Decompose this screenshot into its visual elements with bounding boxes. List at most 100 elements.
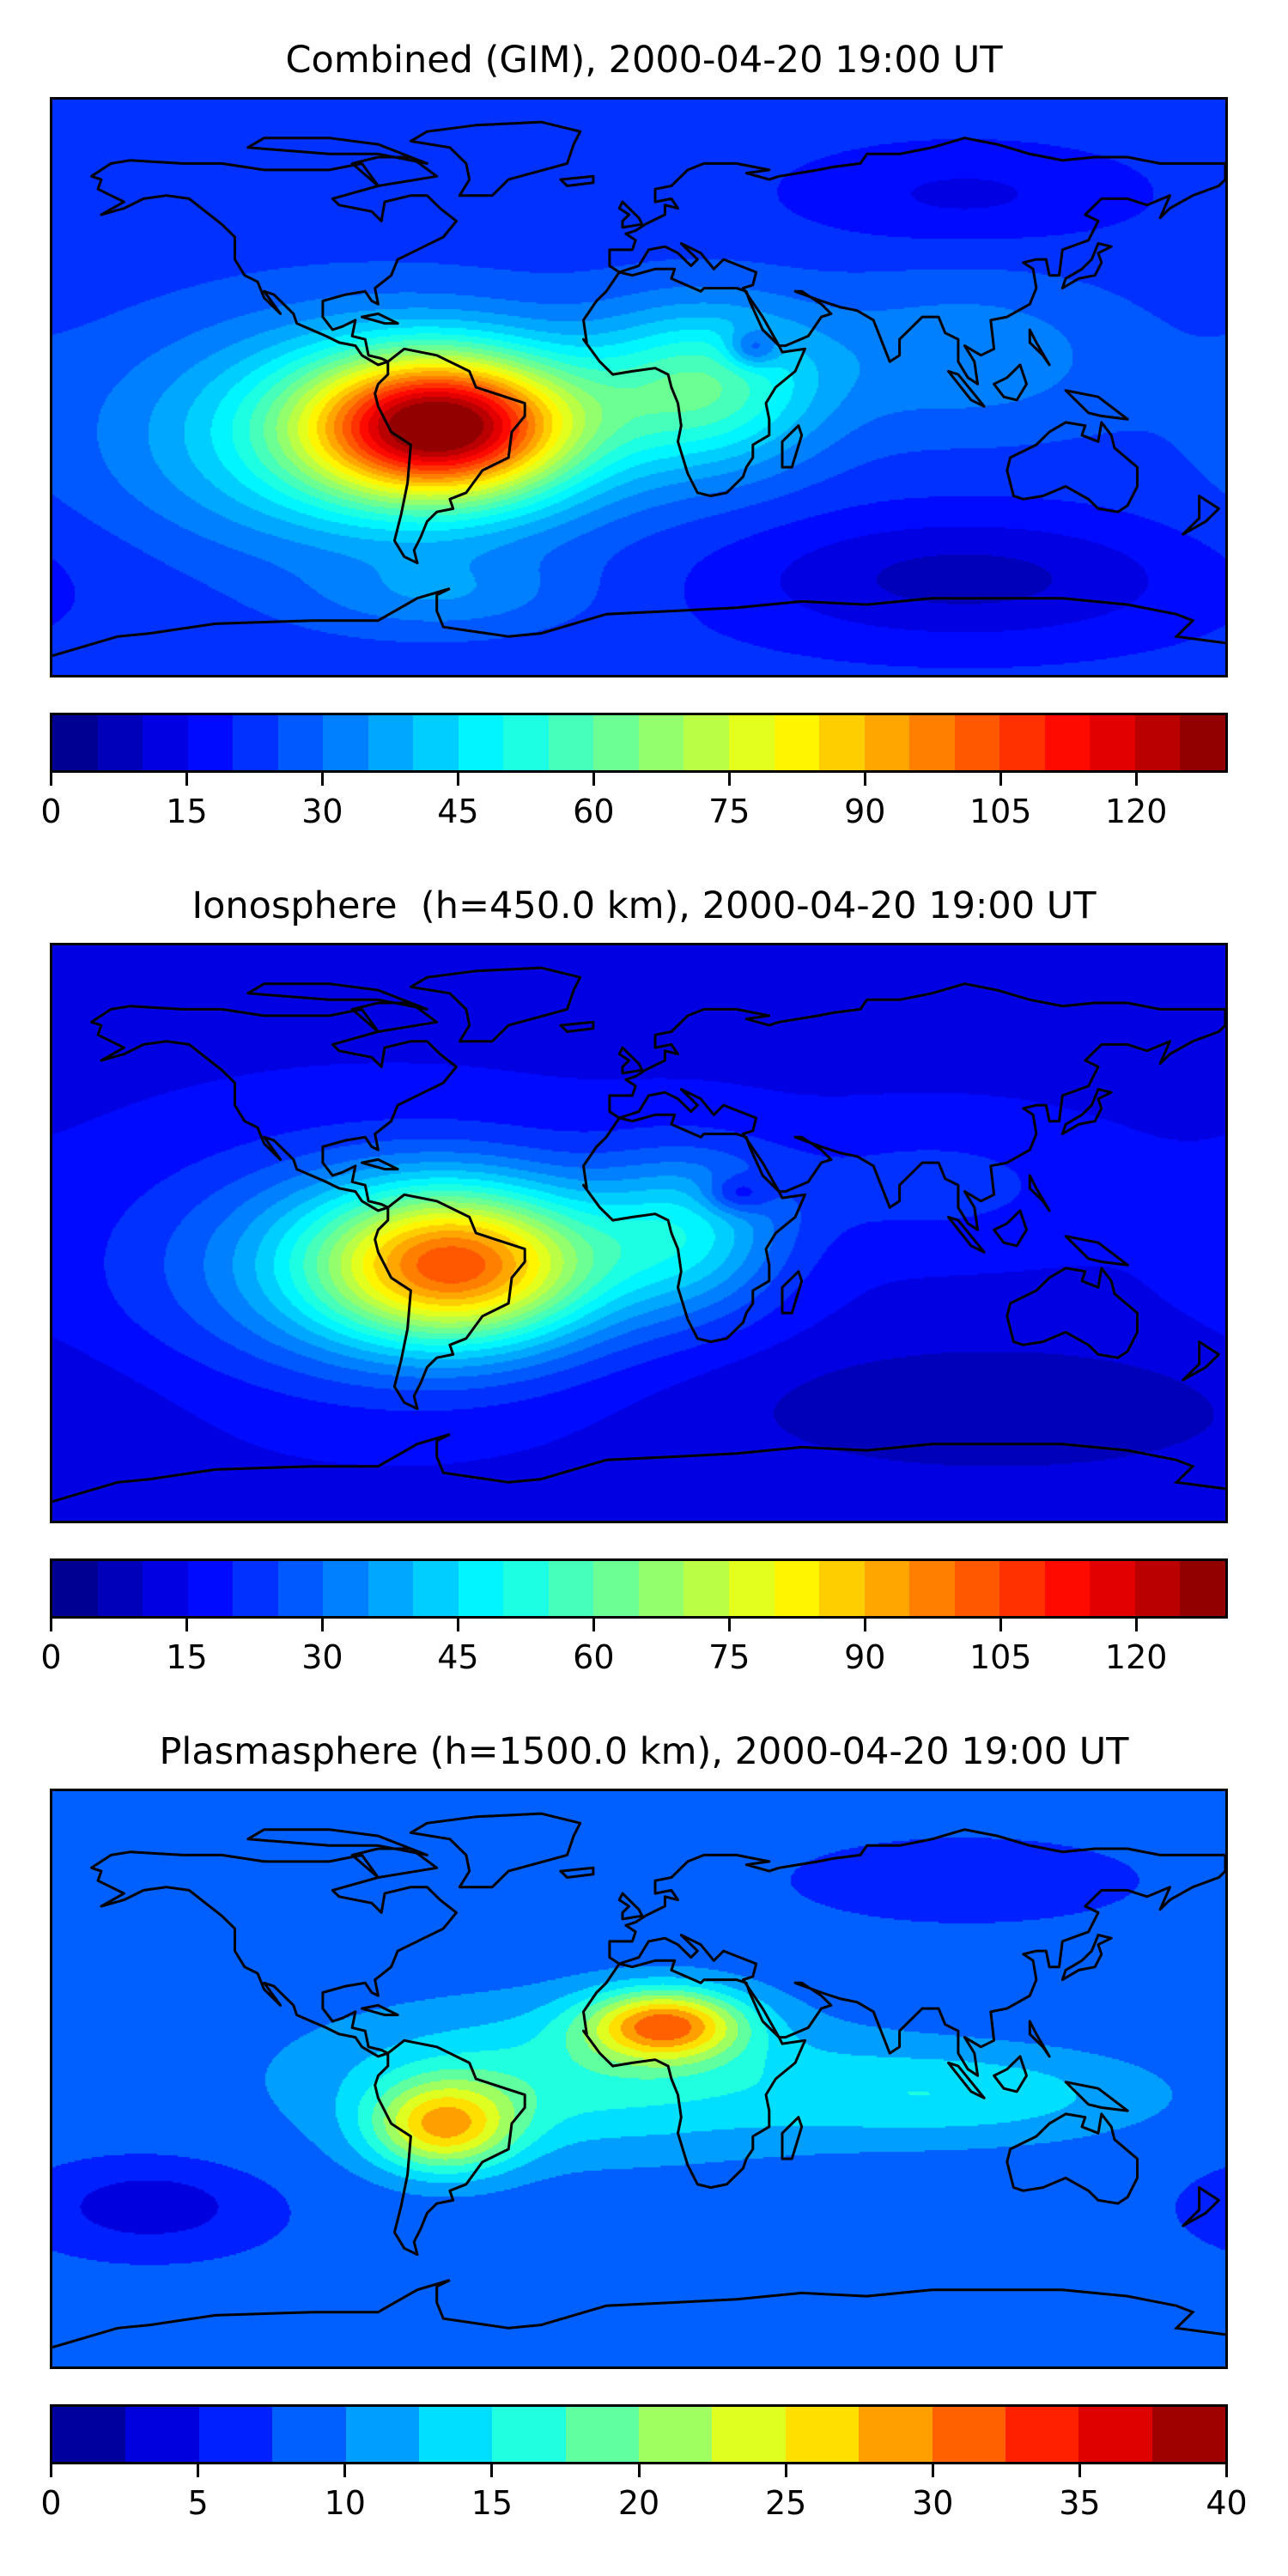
coastline (361, 1157, 399, 1171)
colorbar-tick (999, 773, 1002, 786)
coastline (1028, 1174, 1051, 1212)
heatmap-field (52, 100, 1225, 675)
map-plot (50, 97, 1228, 677)
colorbar-segment (774, 715, 820, 770)
colorbar-segment (909, 715, 955, 770)
colorbar-segment (1134, 1561, 1181, 1616)
colorbar-segment (503, 715, 549, 770)
colorbar-segment (368, 1561, 414, 1616)
colorbar-tick (1225, 2464, 1228, 2477)
colorbar-tick-label: 10 (324, 2484, 366, 2522)
colorbar-segment (233, 715, 278, 770)
colorbar-tick-label: 75 (708, 1638, 750, 1676)
coastline (246, 1828, 428, 1856)
colorbar-segment (593, 715, 639, 770)
colorbar-tick (456, 773, 459, 786)
colorbar (50, 713, 1228, 773)
coastline (1028, 328, 1051, 367)
panel-3: Plasmasphere (h=1500.0 km), 2000-04-20 1… (0, 1692, 1288, 2537)
coastline (559, 1020, 595, 1033)
coastline-antarctica (52, 587, 1225, 658)
colorbar-segment (125, 2407, 199, 2462)
coastline (993, 2055, 1028, 2093)
coastline (1005, 421, 1139, 513)
colorbar-segment (345, 2407, 419, 2462)
coastline (1182, 495, 1220, 536)
colorbar-tick (931, 2464, 934, 2477)
colorbar-tick (185, 773, 188, 786)
coastline (90, 1850, 458, 2058)
coastline (1182, 1340, 1220, 1382)
colorbar-tick (727, 1619, 731, 1631)
colorbar-segment (774, 1561, 820, 1616)
coastline (350, 155, 439, 187)
coastline (781, 424, 804, 469)
coastline (993, 1209, 1028, 1248)
colorbar-tick (637, 2464, 641, 2477)
colorbar-tick (50, 773, 52, 786)
coastlines (52, 966, 1225, 1504)
colorbar-segment (932, 2407, 1005, 2462)
colorbar-segment (187, 1561, 234, 1616)
colorbar-tick-label: 105 (969, 1638, 1032, 1676)
colorbar-segment (1090, 715, 1135, 770)
colorbar-segment (683, 1561, 729, 1616)
colorbar-segment (1044, 715, 1091, 770)
coastline (582, 1959, 806, 2190)
coastlines (52, 1812, 1225, 2349)
colorbar-tick-label: 5 (187, 2484, 209, 2522)
colorbar-tick (50, 2464, 52, 2477)
colorbar-segment (323, 715, 368, 770)
colorbar (50, 1558, 1228, 1619)
coastline-antarctica (52, 1433, 1225, 1504)
colorbar-segment (97, 715, 143, 770)
colorbar-tick-label: 45 (437, 793, 479, 830)
chart-title: Plasmasphere (h=1500.0 km), 2000-04-20 1… (159, 1730, 1129, 1773)
chart-title: Combined (GIM), 2000-04-20 19:00 UT (285, 39, 1003, 82)
coastline (617, 200, 644, 229)
colorbar-segment (999, 1561, 1045, 1616)
coastlines (52, 120, 1225, 658)
colorbar-segment (1180, 715, 1225, 770)
colorbar-segment (323, 1561, 368, 1616)
colorbar-segment (233, 1561, 278, 1616)
colorbar-tick-label: 120 (1104, 793, 1168, 830)
chart-title: Ionosphere (h=450.0 km), 2000-04-20 19:0… (191, 884, 1097, 927)
colorbar-tick-label: 30 (301, 1638, 343, 1676)
colorbar-segment (548, 715, 594, 770)
coastline (1064, 389, 1129, 421)
coastline (559, 1866, 595, 1879)
colorbar-segment (859, 2407, 933, 2462)
colorbar-segment (548, 1561, 594, 1616)
colorbar-segment (418, 2407, 493, 2462)
colorbar-segment (143, 1561, 188, 1616)
colorbar-tick-label: 40 (1206, 2484, 1248, 2522)
colorbar-segment (712, 2407, 786, 2462)
colorbar-segment (492, 2407, 566, 2462)
colorbar-segment (954, 1561, 1000, 1616)
colorbar-tick-label: 0 (40, 2484, 62, 2522)
colorbar-segment (52, 2407, 126, 2462)
coastline (361, 312, 399, 325)
colorbar-segment (864, 715, 910, 770)
colorbar-tick-label: 90 (844, 793, 886, 830)
coastline (409, 120, 582, 197)
colorbar-segment (639, 2407, 713, 2462)
colorbar-segment (909, 1561, 955, 1616)
colorbar-tick (50, 1619, 52, 1631)
coastline (246, 137, 428, 165)
colorbar-tick (343, 2464, 347, 2477)
colorbar-tick-label: 0 (40, 793, 62, 830)
colorbar-tick-label: 15 (166, 793, 208, 830)
colorbar-tick-label: 90 (844, 1638, 886, 1676)
colorbar-tick-label: 105 (969, 793, 1032, 830)
colorbar-segment (97, 1561, 143, 1616)
colorbar-segment (277, 715, 324, 770)
coastline (617, 1046, 644, 1075)
colorbar-segment (368, 715, 414, 770)
colorbar-tick (1078, 2464, 1081, 2477)
coastline (993, 363, 1028, 402)
colorbar-segment (1090, 1561, 1135, 1616)
colorbar-tick (999, 1619, 1002, 1631)
coastline (409, 966, 582, 1043)
